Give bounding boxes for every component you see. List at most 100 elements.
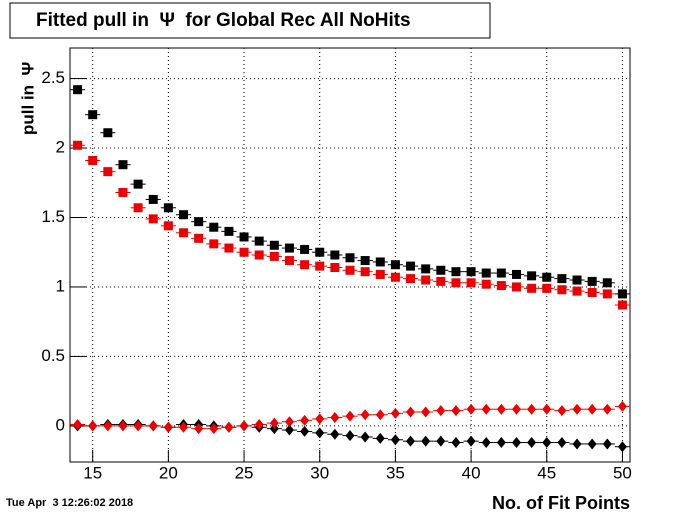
point	[118, 160, 128, 170]
y-tick-label: 0	[56, 415, 65, 434]
point	[451, 267, 461, 277]
point	[345, 265, 355, 275]
point	[163, 203, 173, 213]
y-tick-label: 1	[56, 276, 65, 295]
point	[375, 432, 385, 444]
point	[572, 403, 582, 415]
point	[527, 271, 537, 281]
point	[602, 403, 612, 415]
point	[572, 286, 582, 296]
point	[421, 406, 431, 418]
point	[73, 140, 83, 150]
point	[224, 421, 234, 433]
point	[527, 437, 537, 449]
point	[542, 437, 552, 449]
point	[345, 253, 355, 263]
point	[179, 228, 189, 238]
point	[527, 283, 537, 293]
y-tick-label: 0.5	[41, 346, 65, 365]
point	[451, 278, 461, 288]
point	[542, 283, 552, 293]
point	[254, 236, 264, 246]
point	[587, 403, 597, 415]
point	[436, 435, 446, 447]
point	[557, 274, 567, 284]
point	[390, 407, 400, 419]
y-tick-label: 2.5	[41, 68, 65, 87]
point	[511, 282, 521, 292]
point	[194, 217, 204, 227]
point	[269, 417, 279, 429]
point	[133, 420, 143, 432]
point	[88, 420, 98, 432]
point	[617, 400, 627, 412]
point	[133, 179, 143, 189]
point	[209, 239, 219, 249]
point	[148, 214, 158, 224]
point	[421, 435, 431, 447]
point	[315, 427, 325, 439]
point	[602, 278, 612, 288]
point	[284, 256, 294, 266]
point	[224, 243, 234, 253]
point	[557, 405, 567, 417]
point	[527, 403, 537, 415]
point	[239, 420, 249, 432]
point	[572, 275, 582, 285]
x-tick-label: 15	[83, 463, 102, 482]
chart-title: Fitted pull in Ψ for Global Rec All NoHi…	[36, 10, 411, 31]
point	[360, 431, 370, 443]
point	[406, 261, 416, 271]
point	[587, 276, 597, 286]
point	[194, 233, 204, 243]
point	[406, 406, 416, 418]
point	[436, 265, 446, 275]
point	[421, 264, 431, 274]
point	[315, 261, 325, 271]
point	[451, 405, 461, 417]
point	[390, 260, 400, 270]
point	[315, 413, 325, 425]
point	[209, 222, 219, 232]
y-axis-label: pull in Ψ	[18, 62, 37, 135]
point	[254, 418, 264, 430]
x-tick-label: 35	[386, 463, 405, 482]
point	[406, 435, 416, 447]
point	[421, 275, 431, 285]
point	[602, 289, 612, 299]
point	[466, 278, 476, 288]
point	[300, 414, 310, 426]
point	[239, 232, 249, 242]
point	[103, 420, 113, 432]
y-tick-label: 1.5	[41, 207, 65, 226]
point	[496, 268, 506, 278]
point	[300, 425, 310, 437]
point	[73, 85, 83, 95]
point	[572, 438, 582, 450]
point	[269, 423, 279, 435]
point	[103, 128, 113, 138]
point	[330, 412, 340, 424]
point	[239, 247, 249, 257]
point	[481, 268, 491, 278]
point	[209, 423, 219, 435]
point	[315, 247, 325, 257]
point	[284, 243, 294, 253]
point	[254, 250, 264, 260]
point	[300, 244, 310, 254]
point	[617, 441, 627, 453]
point	[617, 300, 627, 310]
point	[148, 420, 158, 432]
point	[88, 156, 98, 166]
point	[436, 276, 446, 286]
x-axis-label: No. of Fit Points	[492, 493, 630, 513]
point	[496, 281, 506, 291]
point	[88, 110, 98, 120]
point	[345, 410, 355, 422]
point	[330, 263, 340, 273]
point	[148, 194, 158, 204]
point	[224, 226, 234, 236]
point	[481, 279, 491, 289]
point	[511, 269, 521, 279]
point	[269, 240, 279, 250]
